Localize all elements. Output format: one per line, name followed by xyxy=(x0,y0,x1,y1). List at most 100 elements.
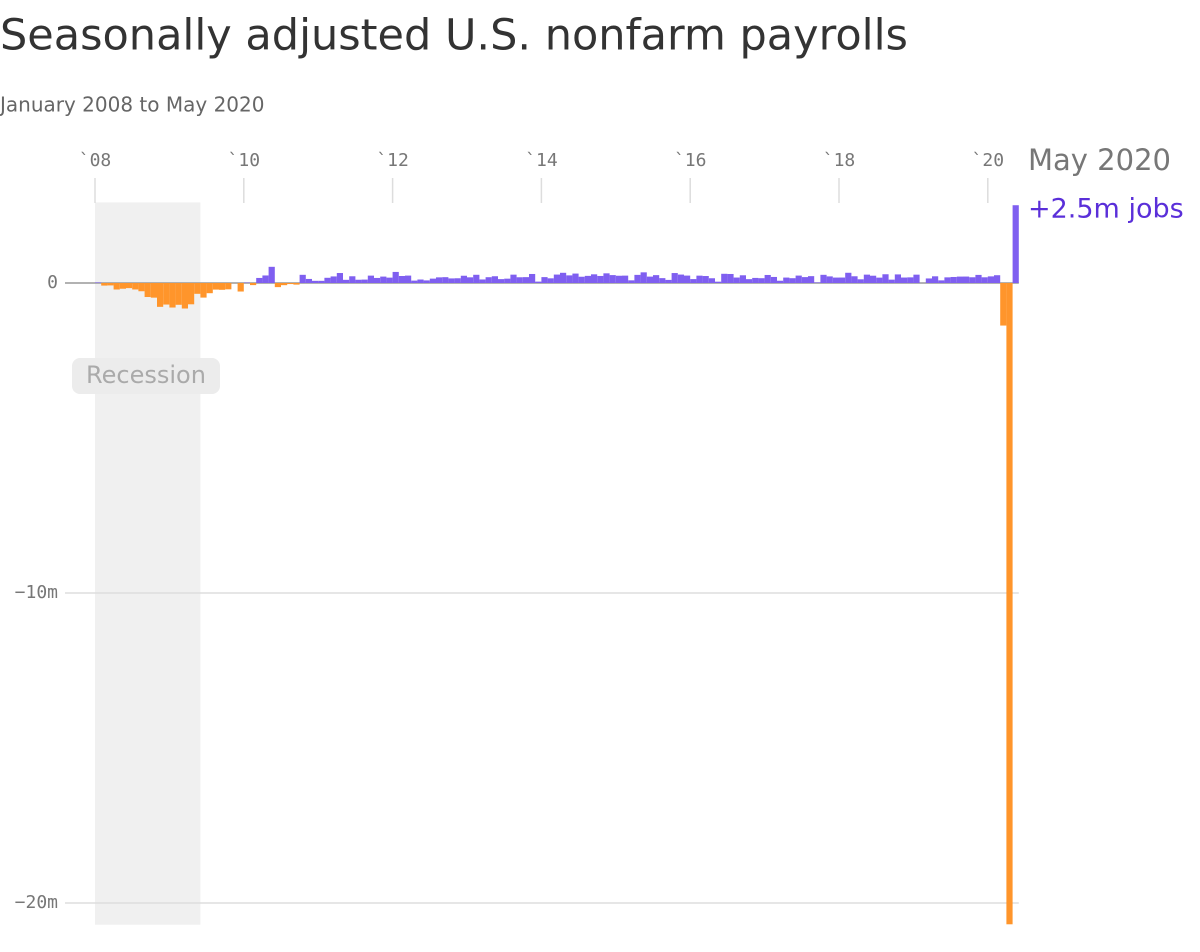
chart-subtitle: January 2008 to May 2020 xyxy=(0,93,264,117)
bar xyxy=(746,279,753,283)
bar xyxy=(126,283,133,289)
x-tick-label: `14 xyxy=(525,150,558,171)
bar xyxy=(157,283,164,307)
bar xyxy=(609,275,616,283)
bar xyxy=(901,277,908,283)
bar xyxy=(1012,205,1019,283)
bar xyxy=(733,277,740,283)
bar xyxy=(1006,283,1013,925)
bar xyxy=(758,278,765,283)
bar xyxy=(857,279,864,283)
x-tick-label: `16 xyxy=(674,150,707,171)
bar xyxy=(752,277,759,283)
bar xyxy=(671,273,678,283)
bar xyxy=(975,274,982,283)
bar xyxy=(690,279,697,283)
bar xyxy=(932,276,939,283)
bar xyxy=(628,280,635,283)
recession-shade xyxy=(95,202,201,925)
bar xyxy=(225,283,232,290)
bar xyxy=(200,283,207,298)
bar xyxy=(491,276,498,283)
annotation-title: May 2020 xyxy=(1028,143,1171,177)
bar xyxy=(398,275,405,283)
bar xyxy=(845,272,852,283)
bar xyxy=(795,275,802,283)
bar xyxy=(175,283,182,305)
bar xyxy=(392,271,399,283)
bar xyxy=(324,277,331,283)
bar xyxy=(312,280,319,283)
bar xyxy=(293,283,300,285)
y-tick-label: −10m xyxy=(15,582,58,603)
bar xyxy=(808,276,815,283)
bar xyxy=(150,283,157,298)
bar xyxy=(119,283,126,289)
bar xyxy=(665,279,672,283)
bar xyxy=(479,279,486,283)
bar xyxy=(367,275,374,283)
bar xyxy=(839,277,846,283)
bar xyxy=(702,276,709,283)
bar xyxy=(510,274,517,283)
x-tick-label: `20 xyxy=(972,150,1005,171)
bar xyxy=(405,275,412,283)
bar xyxy=(287,283,294,285)
bar xyxy=(727,273,734,283)
bar xyxy=(529,273,536,283)
bar xyxy=(411,280,418,283)
bar xyxy=(448,278,455,283)
bar xyxy=(777,280,784,283)
bar xyxy=(206,283,213,294)
bar xyxy=(863,274,870,283)
bar xyxy=(684,275,691,283)
bar xyxy=(715,281,722,283)
bar xyxy=(907,277,914,283)
x-tick-label: `18 xyxy=(823,150,856,171)
bar xyxy=(336,273,343,283)
bar xyxy=(832,277,839,283)
bar xyxy=(591,274,598,283)
bar xyxy=(101,283,108,286)
bar xyxy=(113,283,120,290)
bar xyxy=(820,274,827,283)
bar xyxy=(460,275,467,283)
bar xyxy=(268,266,275,283)
bar xyxy=(163,283,170,305)
bar xyxy=(429,278,436,283)
bar xyxy=(485,277,492,283)
bar xyxy=(578,276,585,283)
bar xyxy=(516,277,523,283)
bar xyxy=(560,272,567,283)
bar xyxy=(237,283,244,292)
y-tick-label: 0 xyxy=(47,272,58,293)
bar xyxy=(566,275,573,283)
bar xyxy=(522,277,529,283)
bar xyxy=(677,274,684,283)
bar xyxy=(436,277,443,283)
bar xyxy=(696,275,703,283)
bar xyxy=(467,277,474,283)
bar xyxy=(188,283,195,305)
bar xyxy=(1000,283,1007,326)
bar xyxy=(386,277,393,283)
x-tick-label: `10 xyxy=(228,150,261,171)
bar xyxy=(653,275,660,283)
bar xyxy=(417,279,424,283)
bar xyxy=(944,277,951,283)
bar xyxy=(603,273,610,283)
bar xyxy=(132,283,139,290)
bar xyxy=(814,282,821,283)
bar xyxy=(708,278,715,283)
bar xyxy=(925,278,932,283)
bar xyxy=(622,275,629,283)
bar xyxy=(355,279,362,283)
bar xyxy=(361,279,368,283)
bar xyxy=(138,283,145,292)
bar xyxy=(219,283,226,290)
bar xyxy=(894,274,901,283)
bar xyxy=(584,275,591,283)
bar xyxy=(473,274,480,283)
bar xyxy=(851,276,858,283)
bar xyxy=(615,275,622,283)
